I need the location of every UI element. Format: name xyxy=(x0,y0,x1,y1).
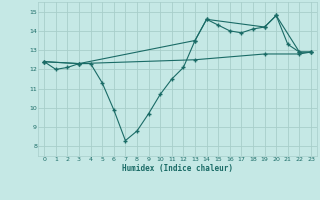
X-axis label: Humidex (Indice chaleur): Humidex (Indice chaleur) xyxy=(122,164,233,173)
